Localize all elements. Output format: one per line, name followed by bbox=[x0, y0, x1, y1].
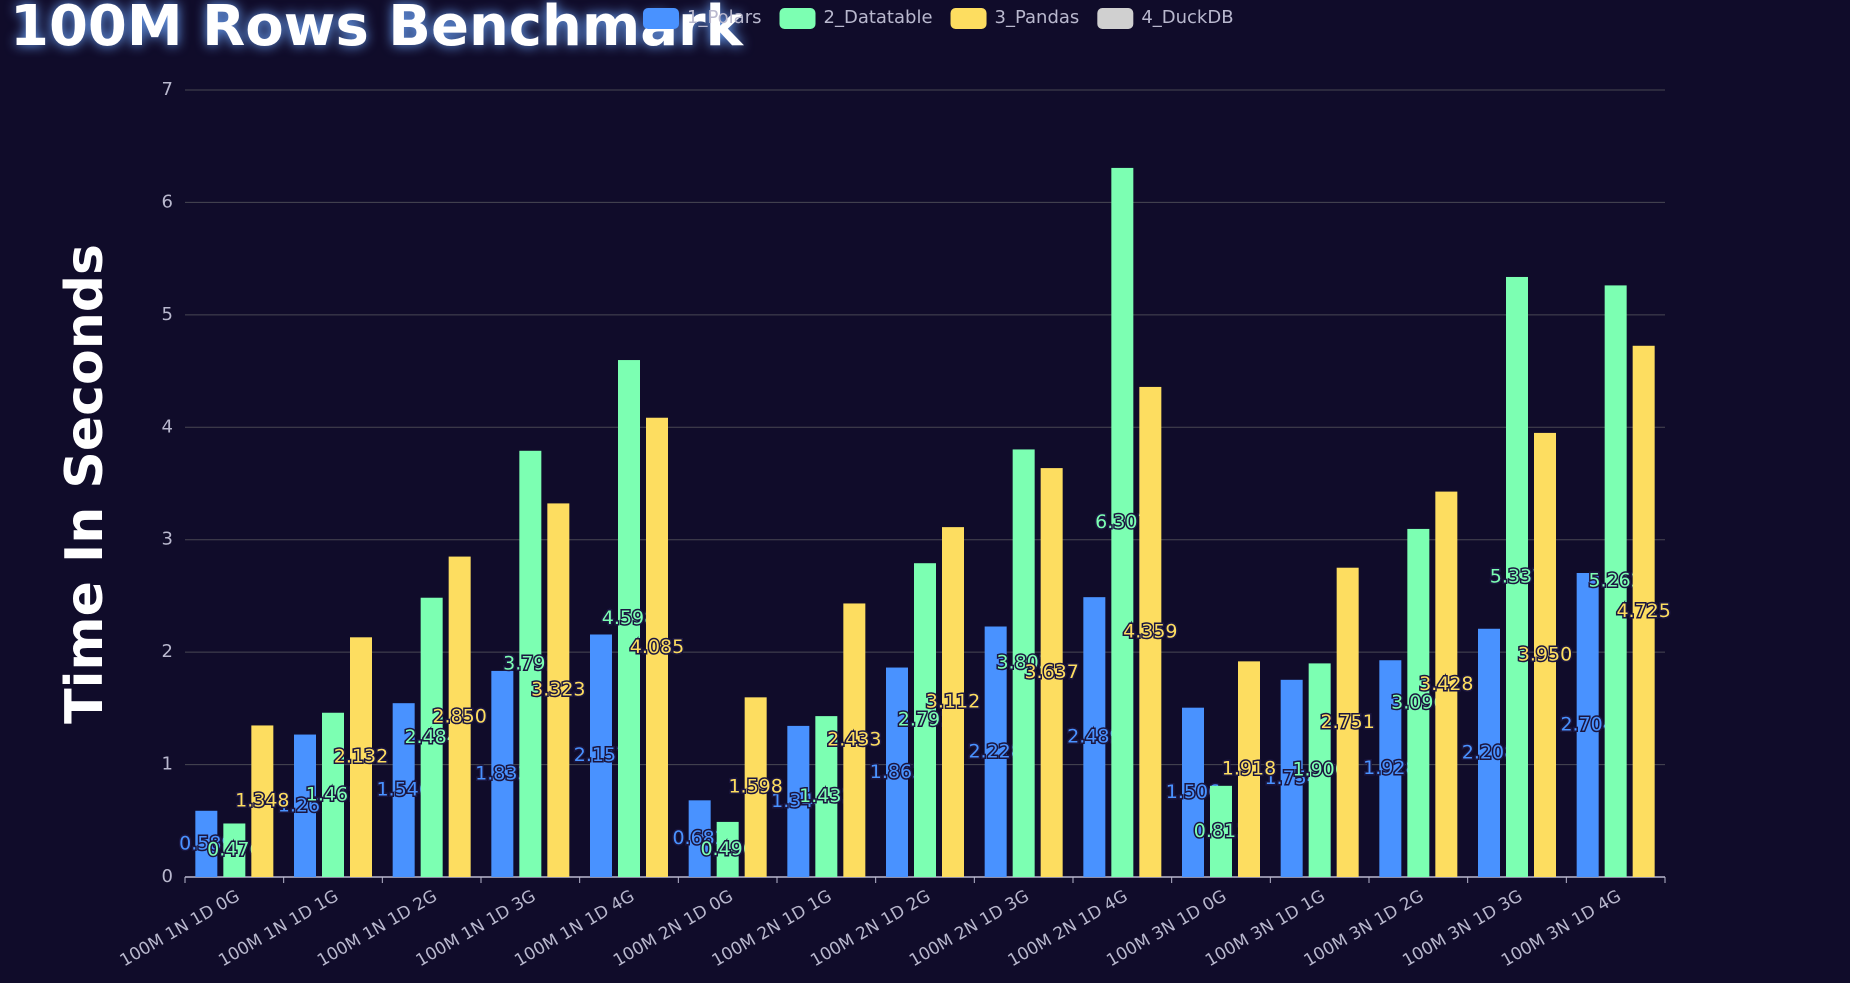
bar bbox=[251, 725, 274, 877]
data-label: 1.348 bbox=[235, 790, 289, 812]
bar bbox=[1210, 785, 1232, 877]
y-tick-label: 7 bbox=[162, 79, 173, 100]
bar bbox=[1632, 345, 1655, 877]
bar bbox=[1379, 660, 1402, 877]
data-label: 2.433 bbox=[827, 729, 881, 751]
bar bbox=[1478, 628, 1500, 877]
bar bbox=[646, 417, 668, 877]
bar bbox=[519, 450, 542, 877]
legend-label: 4_DuckDB bbox=[1141, 7, 1233, 28]
data-label: 3.112 bbox=[926, 691, 980, 713]
bar bbox=[1336, 567, 1359, 877]
bar bbox=[914, 563, 936, 877]
legend-swatch bbox=[950, 8, 987, 29]
bar bbox=[195, 810, 218, 877]
bar bbox=[688, 800, 711, 877]
bar bbox=[294, 734, 316, 877]
bar bbox=[1012, 449, 1035, 877]
bar bbox=[1308, 663, 1331, 877]
y-tick-label: 6 bbox=[162, 191, 173, 212]
chart-title: 100M Rows Benchmark bbox=[10, 0, 745, 59]
bar bbox=[392, 703, 415, 877]
bar bbox=[815, 716, 838, 877]
data-label: 2.850 bbox=[432, 705, 486, 727]
bar bbox=[984, 626, 1007, 877]
data-label: 4.359 bbox=[1123, 620, 1177, 642]
legend-label: 3_Pandas bbox=[995, 7, 1080, 28]
data-label: 3.950 bbox=[1518, 643, 1572, 665]
bar bbox=[1111, 167, 1134, 878]
legend-label: 2_Datatable bbox=[824, 7, 933, 28]
bar bbox=[886, 667, 908, 877]
data-label: 3.637 bbox=[1024, 661, 1078, 683]
bar bbox=[787, 725, 810, 877]
data-label: 2.791 bbox=[898, 709, 952, 731]
bar bbox=[1182, 707, 1204, 877]
bar bbox=[1238, 661, 1260, 877]
bar bbox=[448, 556, 471, 877]
legend-swatch bbox=[1097, 8, 1134, 29]
y-tick-label: 2 bbox=[162, 641, 173, 662]
bar bbox=[350, 637, 372, 877]
bar bbox=[716, 821, 739, 877]
bar bbox=[590, 634, 612, 877]
bar bbox=[223, 823, 246, 877]
data-label: 3.323 bbox=[531, 679, 585, 701]
bar bbox=[1435, 491, 1458, 877]
bar bbox=[744, 697, 767, 877]
data-label: 1.918 bbox=[1222, 758, 1276, 780]
data-label: 2.751 bbox=[1320, 711, 1374, 733]
data-label: 4.725 bbox=[1616, 600, 1670, 622]
bar bbox=[618, 360, 640, 877]
y-tick-label: 1 bbox=[162, 754, 173, 775]
bar bbox=[843, 603, 866, 877]
bar bbox=[1407, 528, 1430, 877]
y-tick-label: 5 bbox=[162, 304, 173, 325]
data-label: 4.085 bbox=[630, 636, 684, 658]
bar bbox=[942, 527, 964, 877]
bar bbox=[491, 670, 514, 877]
bar bbox=[1576, 572, 1599, 877]
bar bbox=[547, 503, 570, 877]
data-label: 2.132 bbox=[334, 746, 388, 768]
bar bbox=[322, 712, 344, 877]
bar bbox=[1506, 276, 1528, 877]
bar bbox=[1040, 468, 1063, 877]
y-axis-label: Time In Seconds bbox=[55, 244, 115, 724]
legend-swatch bbox=[643, 8, 679, 29]
bar bbox=[1139, 386, 1162, 877]
bar bbox=[1604, 285, 1627, 877]
bar bbox=[1280, 679, 1303, 877]
y-tick-label: 3 bbox=[162, 529, 173, 550]
y-tick-label: 4 bbox=[162, 416, 173, 437]
data-label: 1.598 bbox=[728, 776, 782, 798]
bar bbox=[1083, 597, 1106, 877]
y-tick-label: 0 bbox=[162, 866, 173, 887]
bar bbox=[1534, 432, 1556, 877]
bar bbox=[420, 597, 443, 877]
legend-label: 1_Polars bbox=[687, 7, 762, 28]
legend-swatch bbox=[779, 8, 816, 29]
data-label: 3.428 bbox=[1419, 673, 1473, 695]
